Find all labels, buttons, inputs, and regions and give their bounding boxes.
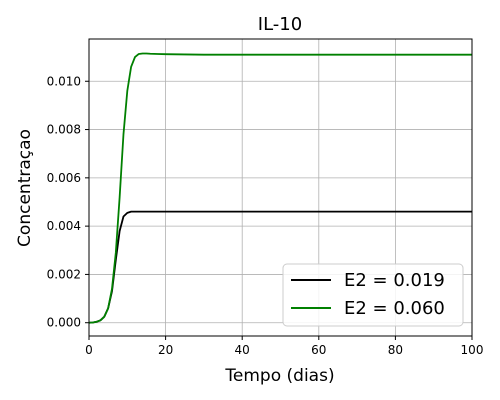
y-tick-label: 0.010 xyxy=(47,74,81,88)
y-tick-label: 0.002 xyxy=(47,267,81,281)
x-axis-label: Tempo (dias) xyxy=(224,366,334,386)
plot-frame xyxy=(88,38,473,337)
y-tick-label: 0.004 xyxy=(47,219,81,233)
x-tick-label: 100 xyxy=(461,343,484,357)
axis-ticks: 0 20 40 60 80 100 0.000 0.002 0.004 0.006 0.008 0.0… xyxy=(47,74,484,357)
legend-label-1: E2 = 0.060 xyxy=(344,298,445,319)
series-line-1 xyxy=(88,52,472,324)
x-tick-label: 80 xyxy=(388,343,403,357)
y-tick-label: 0.000 xyxy=(47,316,81,330)
x-tick-label: 40 xyxy=(235,343,250,357)
x-tick-label: 0 xyxy=(85,343,93,357)
y-axis-label: Concentraçao xyxy=(15,129,35,247)
legend: E2 = 0.019 E2 = 0.060 xyxy=(282,263,464,327)
chart-title: IL-10 xyxy=(258,14,302,35)
x-tick-label: 20 xyxy=(158,343,173,357)
plot-lines xyxy=(88,52,472,324)
y-tick-label: 0.006 xyxy=(47,171,81,185)
y-tick-label: 0.008 xyxy=(47,123,81,137)
legend-label-0: E2 = 0.019 xyxy=(344,270,445,291)
x-tick-label: 60 xyxy=(311,343,326,357)
